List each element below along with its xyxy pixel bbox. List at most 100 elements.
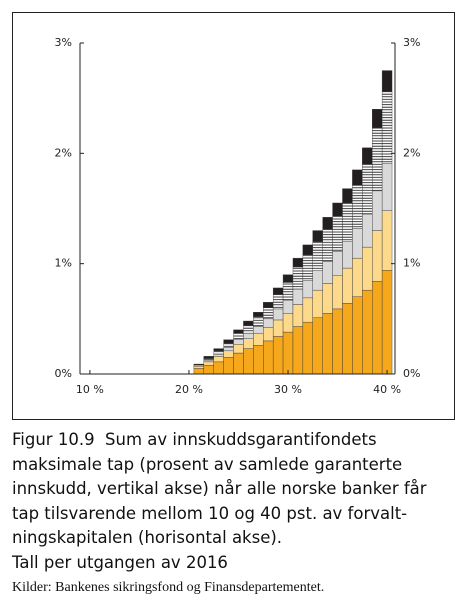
bar-segment xyxy=(302,254,313,281)
caption-line: innskudd, vertikal akse) når alle norske… xyxy=(12,479,427,498)
bar-segment xyxy=(223,339,234,344)
caption-line: maksimale tap (prosent av samlede garant… xyxy=(12,454,403,474)
bar-segment xyxy=(352,228,363,259)
bar-segment xyxy=(282,299,294,314)
bar-segment xyxy=(381,270,393,375)
bar-segment xyxy=(203,356,214,359)
x-tick-label: 20 % xyxy=(175,383,203,396)
y2-tick-label: 3% xyxy=(403,36,420,49)
bar-segment xyxy=(312,241,323,271)
bar-segment xyxy=(282,282,294,301)
bar-segment xyxy=(381,70,393,92)
bar-segment xyxy=(263,307,274,320)
bar-segment xyxy=(223,347,234,352)
bar-segment xyxy=(282,313,294,333)
y2-tick-label: 0% xyxy=(403,367,420,380)
bar-segment xyxy=(332,202,343,217)
x-tick-label: 30 % xyxy=(274,383,302,396)
bar-segment xyxy=(223,342,234,348)
bar-segment xyxy=(203,358,214,361)
bar-segment xyxy=(312,270,323,291)
bar-segment xyxy=(381,210,393,271)
y-tick-label: 1% xyxy=(55,257,72,270)
bar-segment xyxy=(342,241,353,269)
bar-segment xyxy=(352,185,363,229)
bar-segment xyxy=(213,356,224,363)
bar-segment xyxy=(253,312,264,317)
bar-segment xyxy=(253,316,264,327)
bar-segment xyxy=(362,213,373,248)
caption-line: ningskapitalen (horisontal akse). xyxy=(12,528,283,547)
bar-segment xyxy=(352,169,363,186)
bar-segment xyxy=(342,303,353,375)
bar-segment xyxy=(213,350,224,355)
y-tick-label: 0% xyxy=(55,367,72,380)
bar-segment xyxy=(223,350,234,358)
bar-segment xyxy=(203,361,214,366)
bar-segment xyxy=(243,338,254,349)
y-tick-label: 3% xyxy=(55,36,72,49)
source: Kilder: Bankenes sikringsfond og Finansd… xyxy=(12,580,325,595)
bar-segment xyxy=(243,348,254,375)
bar-segment xyxy=(332,251,343,277)
bar-segment xyxy=(322,313,333,375)
bar-segment xyxy=(322,217,333,230)
bar-segment xyxy=(372,108,383,129)
bar-segment xyxy=(372,281,383,375)
bar-segment xyxy=(362,289,373,375)
bar-segment xyxy=(302,244,313,256)
bar-segment xyxy=(372,190,383,231)
bar-segment xyxy=(372,230,383,282)
bar-segment xyxy=(233,352,244,375)
chart: 0% 0% 1% 1% 2% 2% 3% 3% 10 % 20 % 30 % 40 % xyxy=(12,12,455,420)
y-tick-label: 2% xyxy=(55,146,72,159)
bar-segment xyxy=(322,283,333,314)
bar-segment xyxy=(272,294,284,310)
y2-tick-label: 2% xyxy=(403,146,420,159)
bar-segment xyxy=(253,345,264,375)
bar-segment xyxy=(272,336,284,375)
bar-segment xyxy=(302,321,313,375)
bar-segment xyxy=(263,340,274,375)
bar-segment xyxy=(332,275,343,310)
bar-segment xyxy=(292,288,304,305)
bar-segment xyxy=(243,332,254,339)
x-tick-label: 10 % xyxy=(76,383,104,396)
bar-segment xyxy=(332,216,343,252)
bar-segment xyxy=(193,363,205,366)
bar-segment xyxy=(302,297,313,323)
bar-segment xyxy=(362,147,373,165)
bar-segment xyxy=(352,257,363,297)
bar-segment xyxy=(292,326,304,375)
bar-segment xyxy=(203,364,214,375)
bar-segment xyxy=(362,164,373,215)
bar-segment xyxy=(263,327,274,342)
caption-line: Figur 10.9 Sum av innskuddsgarantifondet… xyxy=(12,430,377,449)
bar-segment xyxy=(243,320,254,326)
bar-segment xyxy=(272,319,284,337)
bar-segment xyxy=(372,127,383,192)
chart-frame xyxy=(12,12,455,420)
bar-segment xyxy=(312,230,323,242)
bar-segment xyxy=(223,357,234,375)
caption-line: tap tilsvarende mellom 10 og 40 pst. av … xyxy=(12,503,408,523)
bar-segment xyxy=(193,366,205,369)
bar-segment xyxy=(342,188,353,204)
caption-line: Tall per utgangen av 2016 xyxy=(12,552,228,572)
bar-segment xyxy=(272,287,284,295)
bar-segment xyxy=(253,332,264,346)
bar-segment xyxy=(243,325,254,334)
bar-segment xyxy=(233,332,244,340)
x-tick-label: 40 % xyxy=(373,383,401,396)
bar-segment xyxy=(342,267,353,304)
bar-segment xyxy=(282,274,294,283)
bar-segment xyxy=(233,329,244,334)
bar-segment xyxy=(233,339,244,345)
bar-segment xyxy=(381,91,393,164)
bar-segment xyxy=(332,308,343,375)
bar-segment xyxy=(312,289,323,318)
bar-segment xyxy=(272,308,284,321)
bar-segment xyxy=(381,163,393,211)
y2-tick-label: 1% xyxy=(403,257,420,270)
